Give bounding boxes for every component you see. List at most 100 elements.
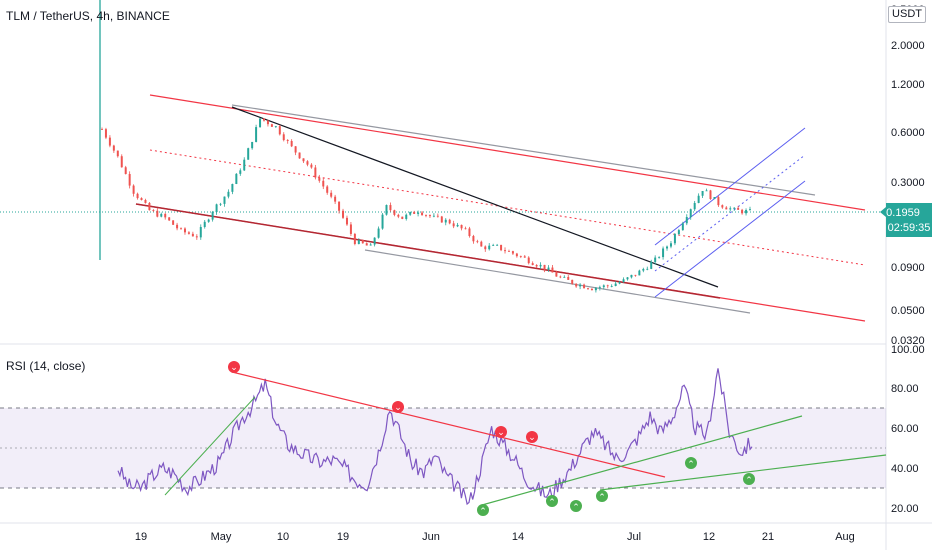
candle-body [132, 185, 135, 194]
candle-body [598, 287, 601, 288]
rsi-tick-label: 60.00 [891, 423, 919, 435]
time-axis[interactable]: 19 May 10 19 Jun 14 Jul 12 21 Aug [135, 531, 855, 543]
support-line [135, 203, 721, 299]
candle-body [488, 245, 491, 250]
candle-body [322, 180, 325, 187]
candle-body [112, 145, 115, 151]
blue-channel-mid [654, 154, 806, 272]
candle-body [302, 158, 305, 162]
candle-body [480, 241, 483, 247]
candle-body [199, 226, 202, 238]
candle-body [543, 264, 546, 270]
candle-body [681, 223, 684, 231]
candle-body [535, 265, 538, 267]
candle-body [511, 251, 514, 254]
candle-body [152, 210, 155, 211]
time-tick-label: 19 [135, 531, 147, 543]
candle-body [551, 267, 554, 273]
candle-body [689, 209, 692, 218]
candle-body [345, 217, 348, 225]
rsi-tick-label: 80.00 [891, 383, 919, 395]
candle-body [630, 274, 633, 278]
candle-body [622, 279, 625, 283]
candle-body [634, 274, 637, 276]
buy-signal-marker: ⌃ [596, 490, 608, 503]
candle-body [266, 120, 269, 125]
candle-body [559, 276, 562, 278]
rsi-indicator-title[interactable]: RSI (14, close) [6, 359, 86, 373]
candle-body [278, 126, 281, 135]
candle-body [247, 148, 250, 160]
candle-body [440, 216, 443, 223]
price-axis[interactable]: 3.50002.00001.20000.60000.30000.09000.05… [891, 4, 925, 347]
buy-signal-marker: ⌃ [570, 500, 582, 513]
trendlines [135, 94, 866, 322]
red-channel-top [149, 94, 866, 211]
time-tick-label: May [211, 531, 232, 543]
candle-body [373, 237, 376, 245]
time-tick-label: Aug [835, 531, 855, 543]
candle-body [385, 205, 388, 215]
candle-body [662, 248, 665, 258]
svg-text:⌃: ⌃ [548, 498, 556, 508]
candle-body [211, 212, 214, 220]
candle-body [610, 286, 613, 287]
candle-body [314, 167, 317, 178]
price-tick-label: 1.2000 [891, 79, 925, 91]
candle-body [701, 190, 704, 196]
time-tick-label: Jul [627, 531, 641, 543]
candle-body [539, 264, 542, 267]
candle-body [172, 220, 175, 225]
candle-body [393, 210, 396, 215]
price-tick-label: 0.0320 [891, 335, 925, 347]
price-tick-label: 0.6000 [891, 127, 925, 139]
candle-body [638, 270, 641, 276]
blue-channel-top [654, 127, 806, 246]
last-price-value: 0.1959 [886, 207, 920, 219]
red-channel-mid [149, 149, 866, 266]
candle-body [369, 244, 372, 246]
svg-text:⌃: ⌃ [598, 493, 606, 503]
sell-signal-marker: ⌄ [228, 361, 240, 373]
svg-text:⌄: ⌄ [528, 433, 536, 443]
candle-body [183, 228, 186, 233]
candle-body [650, 261, 653, 269]
candle-body [697, 195, 700, 203]
candle-body [618, 282, 621, 284]
rsi-green-trendline-2 [481, 415, 803, 506]
candle-body [555, 272, 558, 277]
candle-body [587, 288, 589, 290]
symbol-title[interactable]: TLM / TetherUS, 4h, BINANCE [6, 9, 170, 23]
candle-body [168, 217, 171, 221]
candle-body [749, 209, 751, 211]
candle-body [342, 210, 345, 218]
candle-body [290, 140, 293, 147]
candle-body [709, 190, 712, 200]
candle-body [693, 202, 696, 210]
candle-body [460, 224, 463, 229]
rsi-axis[interactable]: 100.00 80.00 60.00 40.00 20.00 [891, 344, 925, 515]
candle-body [310, 164, 313, 168]
candle-body [733, 207, 736, 209]
candle-body [590, 288, 593, 291]
candle-body [725, 207, 728, 210]
candle-body [745, 210, 748, 214]
candlesticks [101, 118, 751, 293]
candle-body [227, 191, 230, 197]
candle-body [425, 215, 427, 216]
candle-body [389, 205, 392, 211]
price-tick-label: 0.3000 [891, 177, 925, 189]
candle-body [705, 190, 708, 192]
candle-body [654, 257, 657, 262]
sell-signal-marker: ⌄ [392, 401, 404, 413]
candle-body [144, 200, 147, 203]
candle-body [377, 228, 380, 238]
candle-body [523, 256, 526, 258]
currency-unit-badge[interactable]: USDT [888, 6, 926, 23]
candle-body [432, 215, 435, 217]
svg-text:⌄: ⌄ [497, 428, 505, 438]
candle-body [235, 173, 238, 185]
rsi-tick-label: 40.00 [891, 463, 919, 475]
candle-body [357, 240, 360, 244]
